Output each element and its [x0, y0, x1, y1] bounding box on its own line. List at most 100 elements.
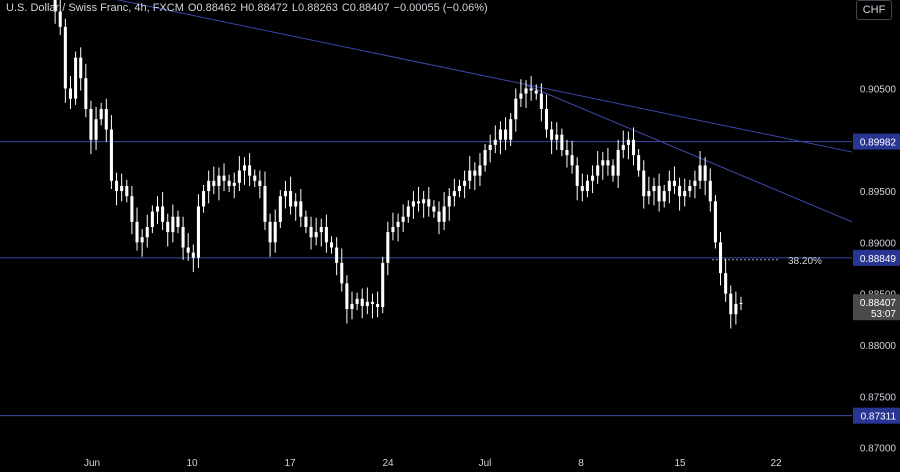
candle-body: [360, 298, 364, 306]
candle-body: [89, 108, 93, 140]
candle-body: [498, 129, 502, 140]
last-price-tag: [853, 294, 900, 321]
level-price-label: 0.87311: [861, 412, 897, 423]
candle-body: [555, 134, 559, 140]
candle-body: [212, 180, 216, 186]
trendline: [526, 84, 853, 223]
candle-body: [488, 144, 492, 151]
candle-body: [637, 155, 641, 171]
candle-body: [483, 150, 487, 166]
level-price-tag: [853, 249, 900, 266]
candle-body: [468, 170, 472, 181]
candle-body: [115, 180, 119, 192]
candle-body: [150, 211, 154, 227]
symbol-header: U.S. Dollar / Swiss Franc, 4h, FXCM O0.8…: [6, 2, 488, 14]
bar-countdown-label: 53:07: [871, 309, 896, 320]
candle-body: [478, 165, 482, 176]
candle-body: [176, 216, 180, 227]
candle-body: [79, 57, 83, 79]
candle-body: [227, 180, 231, 186]
candle-body: [53, 0, 57, 12]
x-tick-label: Jun: [84, 458, 100, 469]
ohlc-change: −0.00055 (−0.06%): [393, 2, 488, 14]
candle-body: [186, 247, 190, 253]
candle-body: [58, 11, 62, 27]
candle-body: [427, 199, 431, 207]
candle-body: [539, 93, 543, 109]
candle-body: [84, 78, 88, 109]
candle-body: [509, 119, 513, 140]
candle-body: [294, 201, 298, 207]
candle-body: [406, 206, 410, 217]
horizontal-levels: [0, 141, 852, 417]
candle-body: [626, 139, 630, 145]
candle-body: [376, 303, 380, 308]
candle-body: [355, 298, 359, 304]
candle-body: [202, 191, 206, 207]
candle-body: [611, 165, 615, 176]
y-tick-label: 0.87000: [860, 444, 897, 455]
time-axis[interactable]: Jun 10 17 24 Jul 8 15 22: [84, 458, 782, 469]
candle-body: [416, 201, 421, 204]
candle-body: [253, 175, 257, 181]
candle-body: [314, 232, 318, 238]
candle-body: [560, 134, 564, 151]
candle-body: [529, 88, 533, 91]
candle-body: [601, 160, 605, 166]
symbol-title[interactable]: U.S. Dollar / Swiss Franc, 4h, FXCM: [6, 2, 184, 14]
candle-body: [452, 191, 456, 197]
candle-body: [688, 185, 692, 192]
candle-body: [463, 180, 467, 186]
candle-body: [662, 191, 666, 202]
candle-body: [565, 150, 569, 156]
candle-body: [524, 88, 528, 94]
candle-body: [309, 226, 313, 238]
candle-body: [135, 221, 139, 243]
candle-body: [171, 216, 175, 233]
candle-body: [437, 211, 441, 222]
x-tick-label: 8: [578, 458, 584, 469]
candle-body: [580, 185, 584, 192]
candle-body: [708, 180, 712, 202]
candle-body: [693, 180, 697, 186]
candle-body: [99, 108, 103, 120]
x-tick-label: 15: [674, 458, 686, 469]
x-tick-label: Jul: [479, 458, 492, 469]
candle-body: [672, 180, 676, 186]
candle-body: [335, 247, 339, 263]
x-tick-label: 17: [284, 458, 296, 469]
candle-body: [324, 226, 328, 243]
y-tick-label: 0.89000: [860, 238, 897, 249]
candle-body: [652, 185, 656, 192]
candle-body: [519, 93, 523, 99]
ohlc-low: L0.88263: [291, 2, 338, 14]
candle-body: [422, 199, 426, 204]
y-tick-label: 0.90500: [860, 84, 897, 95]
candle-body: [401, 216, 405, 222]
candle-body: [140, 237, 144, 243]
candle-body: [642, 170, 646, 197]
candle-body: [304, 216, 308, 227]
candle-body: [457, 185, 462, 192]
candle-body: [166, 221, 170, 233]
currency-button[interactable]: CHF: [856, 0, 892, 20]
candle-body: [263, 185, 267, 222]
candle-body: [94, 119, 98, 140]
candle-body: [657, 185, 661, 202]
candle-body: [591, 175, 595, 181]
candle-body: [196, 206, 200, 258]
candle-body: [130, 196, 134, 222]
candle-body: [340, 262, 344, 284]
fib-annotation: 38.20%: [712, 256, 822, 267]
candle-body: [473, 170, 477, 176]
candle-body: [191, 252, 195, 258]
candle-body: [698, 165, 702, 181]
candle-body: [718, 242, 723, 274]
candle-body: [68, 88, 73, 99]
candle-body: [570, 155, 574, 166]
candle-body: [514, 98, 518, 120]
y-tick-label: 0.87500: [860, 392, 897, 403]
x-tick-label: 22: [770, 458, 782, 469]
candle-body: [242, 165, 247, 171]
